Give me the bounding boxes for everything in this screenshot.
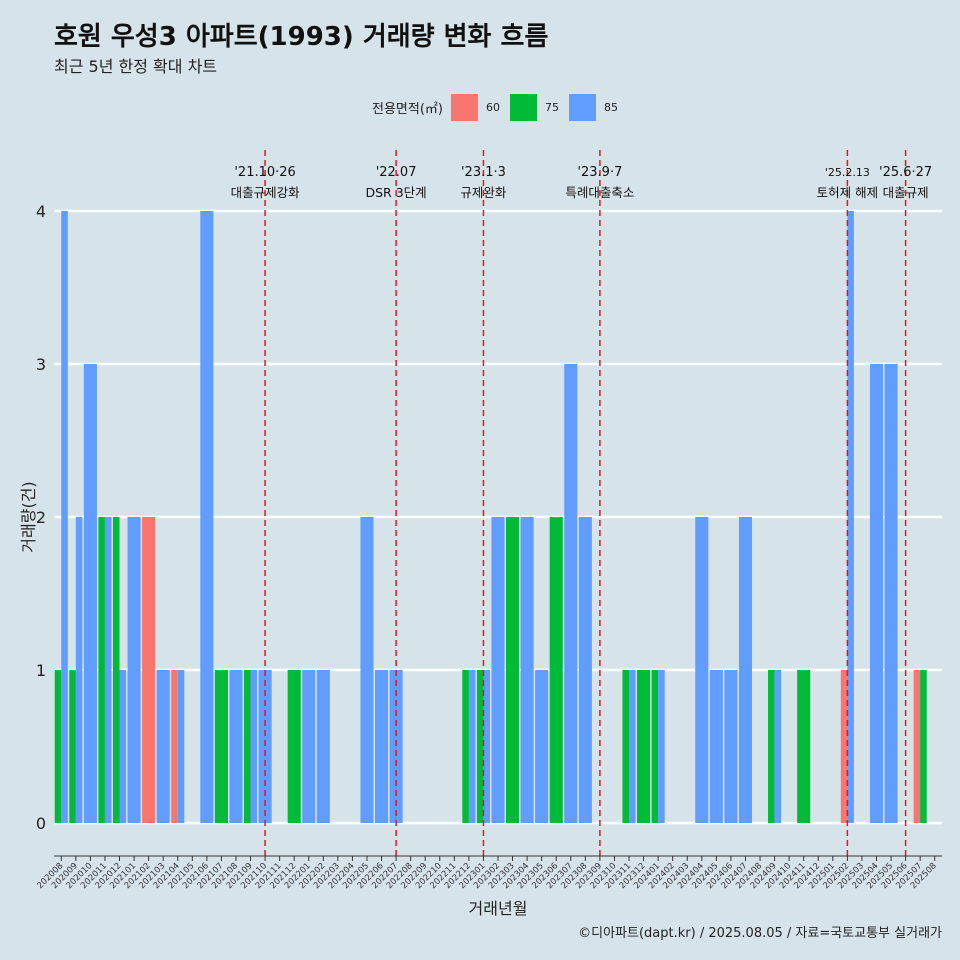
y-tick-label: 2 <box>36 508 46 527</box>
bar-202303-75 <box>506 517 520 823</box>
bar-202409-85 <box>774 670 782 823</box>
legend-swatch-85 <box>568 93 596 121</box>
bar-202507-60 <box>913 670 921 823</box>
bar-202107-75 <box>214 670 228 823</box>
bar-202312-75 <box>637 670 651 823</box>
bars <box>54 211 927 823</box>
bar-202205-85 <box>360 517 374 823</box>
bar-202109-75 <box>243 670 251 823</box>
event-date-label: '25.6·27 <box>879 165 932 180</box>
event-date-label: '21.10·26 <box>234 165 295 180</box>
bar-202502-60 <box>840 670 848 823</box>
bar-202302-85 <box>491 517 505 823</box>
bar-202301-75 <box>476 670 484 823</box>
bar-202109-85 <box>250 670 258 823</box>
legend-item-75: 75 <box>509 93 559 121</box>
bar-202404-85 <box>695 517 709 823</box>
legend-label-60: 60 <box>485 100 500 114</box>
bar-202008-85 <box>61 211 68 823</box>
bar-202104-60 <box>171 670 178 823</box>
legend-item-85: 85 <box>568 93 618 121</box>
bar-202411-75 <box>797 670 811 823</box>
bar-202504-85 <box>869 364 884 823</box>
event-label: 대출규제강화 <box>231 185 301 200</box>
event-label: 대출규제 <box>883 185 929 200</box>
bar-202009-85 <box>75 517 83 823</box>
bar-202304-85 <box>520 517 534 823</box>
caption: ©디아파트(dapt.kr) / 2025.08.05 / 자료=국토교통부 실… <box>578 926 942 941</box>
bar-202307-85 <box>564 364 578 823</box>
bar-202202-85 <box>316 670 330 823</box>
bar-202102-60 <box>142 517 156 823</box>
bar-202505-85 <box>884 364 898 823</box>
bar-202112-75 <box>287 670 301 823</box>
y-axis-title: 거래량(건) <box>19 481 38 552</box>
bar-202201-85 <box>302 670 316 823</box>
bar-202008-75 <box>54 670 62 823</box>
bar-202401-75 <box>651 670 659 823</box>
legend-swatch-60 <box>450 93 478 121</box>
bar-202306-75 <box>549 517 563 823</box>
bar-202012-85 <box>119 670 127 823</box>
event-label: 특례대출축소 <box>565 185 634 200</box>
bar-202212-85 <box>468 670 476 823</box>
legend-swatch-75 <box>509 93 537 121</box>
y-tick-label: 0 <box>36 814 46 833</box>
bar-202206-85 <box>374 670 389 823</box>
bar-202405-85 <box>709 670 723 823</box>
event-label: 규제완화 <box>460 185 507 200</box>
bar-202104-85 <box>177 670 185 823</box>
bar-202009-75 <box>69 670 76 823</box>
legend-item-60: 60 <box>450 93 500 121</box>
bar-202502-85 <box>847 211 854 823</box>
event-date-label: '23.9·7 <box>577 165 622 180</box>
bar-202012-75 <box>112 517 120 823</box>
legend-label-75: 75 <box>544 100 559 114</box>
event-markers: '21.10·26 대출규제강화 '22.07 DSR 3단계 '23.1·3 규제완화 '… <box>231 150 932 856</box>
legend: 전용면적(㎡) 60 75 85 <box>372 93 628 121</box>
bar-202301-85 <box>483 670 490 823</box>
legend-label-85: 85 <box>603 100 618 114</box>
bar-202011-75 <box>98 517 105 823</box>
bar-202101-85 <box>127 517 141 823</box>
event-date-label: '25.2.13 <box>825 166 870 179</box>
chart-title: 호원 우성3 아파트(1993) 거래량 변화 흐름 <box>54 22 549 52</box>
event-label: DSR 3단계 <box>366 185 427 200</box>
event-label: 토허제 해제 <box>817 185 878 200</box>
chart-subtitle: 최근 5년 한정 확대 차트 <box>54 57 218 76</box>
event-date-label: '23.1·3 <box>461 165 506 180</box>
bar-202103-85 <box>156 670 170 823</box>
y-tick-label: 4 <box>36 202 46 221</box>
event-date-label: '22.07 <box>376 165 417 180</box>
bar-202311-85 <box>629 670 636 823</box>
bar-202308-85 <box>578 517 592 823</box>
bar-202406-85 <box>724 670 738 823</box>
bar-202207-85 <box>389 670 403 823</box>
bar-202305-85 <box>535 670 549 823</box>
bar-202212-75 <box>462 670 469 823</box>
bar-202106-85 <box>200 211 214 823</box>
y-tick-label: 1 <box>36 661 46 680</box>
bar-202507-75 <box>920 670 927 823</box>
bar-202108-85 <box>229 670 243 823</box>
y-tick-label: 3 <box>36 355 46 374</box>
bar-202311-75 <box>622 670 630 823</box>
bar-202409-75 <box>768 670 775 823</box>
bar-202010-85 <box>83 364 97 823</box>
bar-202407-85 <box>738 517 753 823</box>
legend-title: 전용면적(㎡) <box>372 101 443 117</box>
bar-202401-85 <box>658 670 665 823</box>
x-axis-title: 거래년월 <box>469 899 528 918</box>
bar-202110-85 <box>258 670 272 823</box>
bar-202011-85 <box>104 517 112 823</box>
